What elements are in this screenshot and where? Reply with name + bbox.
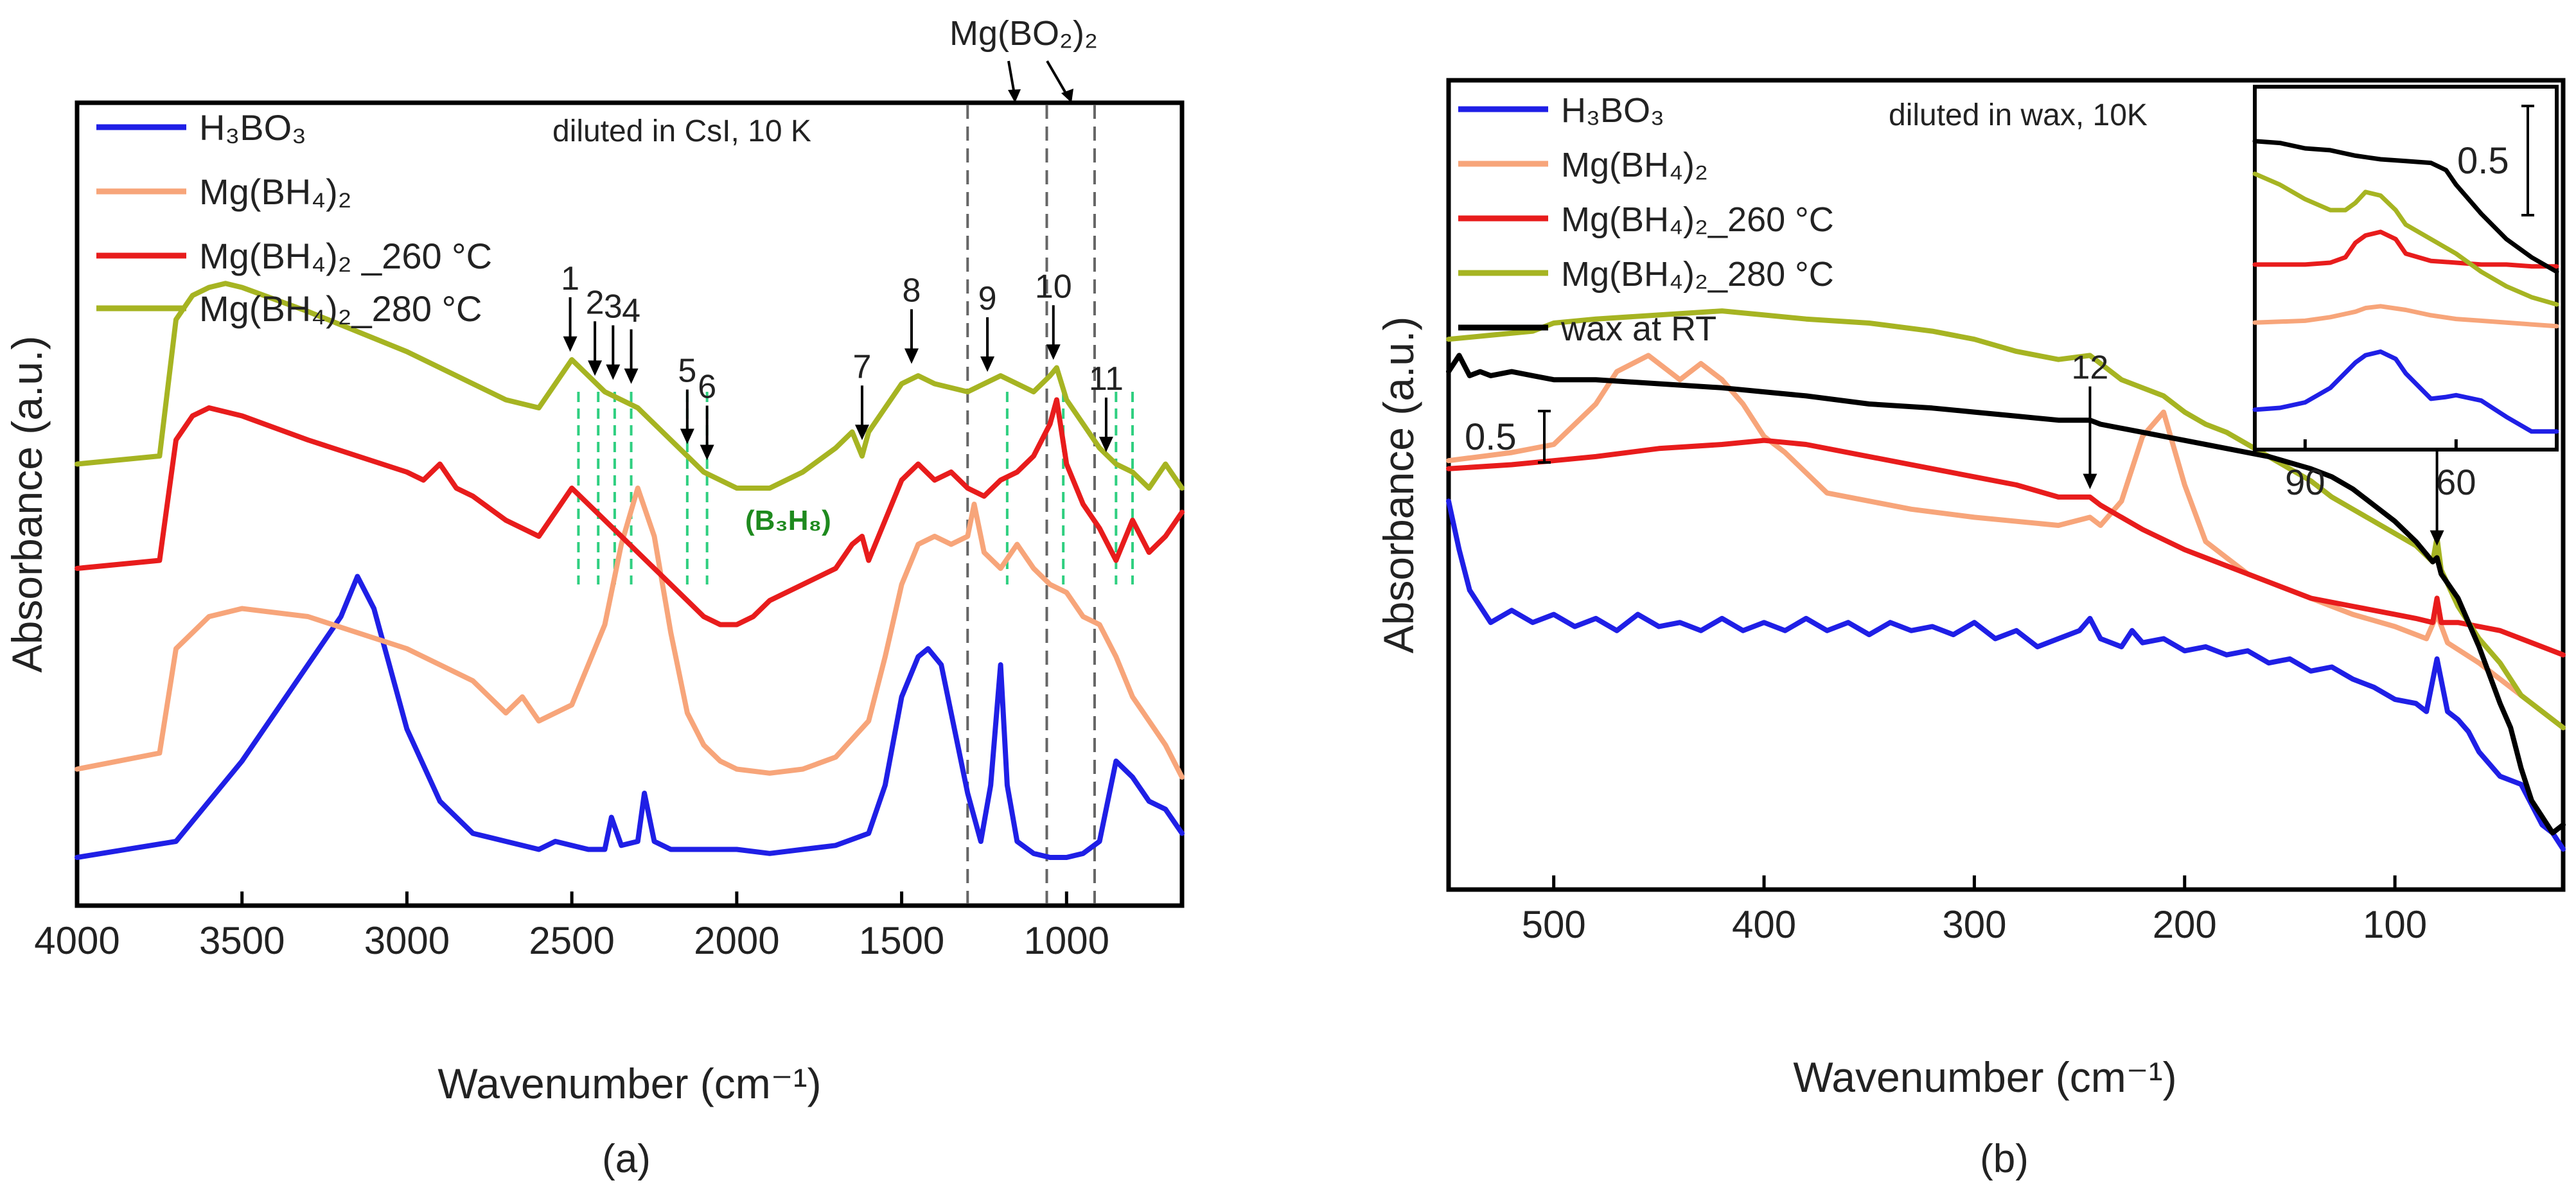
legend-a-label-h3bo3: H₃BO₃ <box>199 107 306 148</box>
panel-a-ylabel: Absorbance (a.u.) <box>3 336 51 673</box>
legend-a-label-280: Mg(BH₄)₂_280 °C <box>199 288 482 329</box>
panel-b-series-mg-bh-280-c <box>1446 308 2566 730</box>
legend-a-label-260: Mg(BH₄)₂ _260 °C <box>199 236 492 276</box>
panel-a-peak-label-7: 7 <box>853 348 872 385</box>
panel-a-peak-arrowhead-10 <box>1046 344 1061 360</box>
inset-tick-label-90: 90 <box>2285 462 2325 502</box>
panel-a-peak-arrowhead-9 <box>980 356 995 372</box>
panel-a-tick-label-2500: 2500 <box>529 919 614 962</box>
panel-a-peak-arrowhead-3 <box>606 364 621 380</box>
panel-a-peak-arrowhead-11 <box>1098 437 1113 452</box>
panel-a-series-mg-bh-260-c <box>75 397 1185 628</box>
panel-a-peak-arrowhead-8 <box>904 348 919 364</box>
legend-b-label-260: Mg(BH₄)₂_260 °C <box>1561 200 1834 239</box>
panel-a-series-mg-bh-280-c <box>75 281 1185 491</box>
panel-a-series-mg-bh <box>75 486 1185 780</box>
panel-a-reference-lines-green <box>577 392 1134 584</box>
panel-a-tick-label-4000: 4000 <box>34 919 119 962</box>
panel-b-tick-label-500: 500 <box>1522 903 1586 946</box>
panel-a: 4000 3500 3000 2500 2000 1500 1000 12 3 4 5 6 7 8 9 10… <box>3 14 1185 1181</box>
panel-b-x-ticks: 500 400 300 200 100 <box>1522 875 2427 946</box>
mgbo2-arrowhead-1 <box>1008 89 1021 103</box>
panel-a-frame <box>75 100 1185 908</box>
panel-a-peak-arrowhead-5 <box>680 428 694 444</box>
legend-b-label-280: Mg(BH₄)₂_280 °C <box>1561 255 1834 294</box>
panel-a-mgbo2-label: Mg(BO₂)₂ <box>949 14 1098 53</box>
inset-scale-label: 0.5 <box>2457 140 2509 182</box>
panel-b-tick-label-300: 300 <box>1942 903 2006 946</box>
panel-a-xlabel: Wavenumber (cm⁻¹) <box>437 1060 821 1107</box>
legend-b-label-mgbh4: Mg(BH₄)₂ <box>1561 146 1708 184</box>
inset-series-wax-at-rt <box>2252 139 2559 274</box>
panel-b-series-wax-at-rt <box>1446 353 2566 836</box>
panel-b-label: (b) <box>1980 1137 2029 1181</box>
inset-x-ticks: 90 60 <box>2285 439 2476 502</box>
panel-a-peak-label-11: 11 <box>1089 360 1124 398</box>
panel-b-tick-label-200: 200 <box>2153 903 2217 946</box>
panel-a-peak-label-5: 5 <box>678 353 696 390</box>
panel-a-tick-label-2000: 2000 <box>694 919 779 962</box>
panel-a-peak-label-10: 10 <box>1035 268 1072 305</box>
panel-a-tick-label-1500: 1500 <box>859 919 944 962</box>
panel-a-peak-label-1: 1 <box>561 260 579 297</box>
panel-a-peak-label-9: 9 <box>978 280 997 317</box>
panel-b-peak-label-12: 12 <box>2072 349 2109 387</box>
inset-tick-label-60: 60 <box>2436 462 2476 502</box>
panel-a-reference-lines-gray <box>966 105 1096 904</box>
panel-a-peak-label-2: 2 <box>586 284 604 321</box>
mgbo2-arrowhead-2 <box>1061 89 1073 103</box>
legend-b-label-h3bo3: H₃BO₃ <box>1561 91 1664 130</box>
panel-a-tick-label-1000: 1000 <box>1024 919 1109 962</box>
panel-a-condition-label: diluted in CsI, 10 K <box>552 114 811 148</box>
inset-series-h-bo <box>2252 349 2559 434</box>
panel-a-peak-arrowhead-4 <box>624 368 639 384</box>
inset-series <box>2252 139 2559 434</box>
b3h8-label: (B₃H₈) <box>745 505 831 536</box>
panel-b-peak-arrowhead-13 <box>2430 530 2444 546</box>
panel-a-peak-label-8: 8 <box>903 272 921 310</box>
panel-b-scale-label: 0.5 <box>1465 416 1517 458</box>
panel-a-peak-arrowhead-7 <box>854 425 869 441</box>
panel-a-peak-arrowhead-1 <box>563 336 578 352</box>
panel-a-peak-arrowhead-2 <box>588 360 603 376</box>
inset-frame <box>2253 85 2559 452</box>
inset-series-mg-bh-280-c <box>2252 171 2559 307</box>
panel-a-x-ticks: 4000 3500 3000 2500 2000 1500 1000 <box>34 891 1109 962</box>
panel-a-series-h-bo <box>75 574 1185 860</box>
panel-a-tick-label-3500: 3500 <box>199 919 285 962</box>
inset-series-mg-bh <box>2252 304 2559 329</box>
panel-b-peak-arrowhead-12 <box>2083 473 2097 489</box>
panel-b-condition-label: diluted in wax, 10K <box>1889 98 2148 132</box>
inset-series-mg-bh-260-c <box>2252 229 2559 269</box>
mgbo2-arrow-2 <box>1046 60 1069 98</box>
panel-b-series <box>1446 308 2566 852</box>
panel-a-peak-arrowhead-6 <box>700 444 714 461</box>
legend-a-label-mgbh4: Mg(BH₄)₂ <box>199 171 351 212</box>
panel-b-xlabel: Wavenumber (cm⁻¹) <box>1793 1053 2176 1101</box>
panel-a-peak-markers: 12 3 4 5 6 7 8 9 10 11 <box>561 260 1124 461</box>
panel-b-series-mg-bh-260-c <box>1446 437 2566 658</box>
panel-a-legend: H₃BO₃ Mg(BH₄)₂ Mg(BH₄)₂ _260 °C Mg(BH₄)₂… <box>96 107 492 329</box>
panel-b-inset: 90 60 0.5 <box>2252 85 2559 502</box>
panel-a-peak-label-6: 6 <box>698 369 716 406</box>
panel-a-peak-label-3: 3 <box>604 288 622 326</box>
panel-a-peak-label-4: 4 <box>622 292 640 329</box>
panel-a-label: (a) <box>602 1137 651 1181</box>
panel-a-tick-label-3000: 3000 <box>364 919 450 962</box>
panel-b-tick-label-100: 100 <box>2363 903 2427 946</box>
panel-a-series <box>75 281 1185 860</box>
panel-b-ylabel: Absorbance (a.u.) <box>1375 317 1422 654</box>
panel-b-legend: H₃BO₃ Mg(BH₄)₂ Mg(BH₄)₂_260 °C Mg(BH₄)₂_… <box>1458 91 1834 348</box>
legend-b-label-wax: wax at RT <box>1560 310 1716 348</box>
panel-b-tick-label-400: 400 <box>1732 903 1796 946</box>
panel-b-series-h-bo <box>1446 498 2566 852</box>
panel-b-frame <box>1446 78 2566 892</box>
